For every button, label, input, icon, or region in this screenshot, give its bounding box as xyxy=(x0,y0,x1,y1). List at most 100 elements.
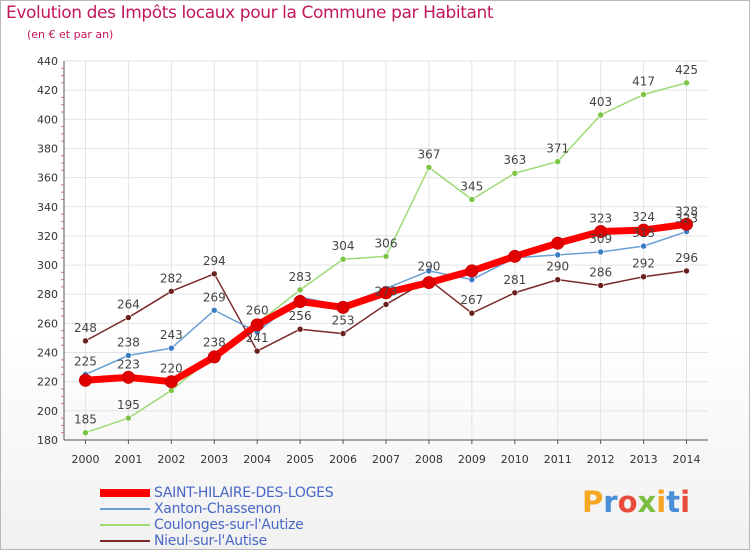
data-point xyxy=(597,111,604,119)
x-tick-label: 2009 xyxy=(458,453,486,466)
data-label: 296 xyxy=(675,251,698,265)
data-label: 185 xyxy=(74,413,97,427)
data-point xyxy=(125,352,132,359)
data-label: 417 xyxy=(632,75,655,89)
data-point xyxy=(425,164,433,171)
logo-letter: x xyxy=(637,485,657,519)
data-point xyxy=(82,337,89,345)
legend-swatch xyxy=(100,508,150,510)
legend-swatch xyxy=(100,540,150,542)
y-tick-label: 380 xyxy=(37,142,58,155)
chart-subtitle: (en € et par an) xyxy=(27,28,114,41)
data-point xyxy=(425,267,433,275)
data-point xyxy=(554,251,562,259)
data-point xyxy=(382,301,390,308)
x-tick-label: 2005 xyxy=(286,453,314,466)
data-point xyxy=(683,267,690,275)
x-tick-label: 2011 xyxy=(544,453,572,466)
data-point xyxy=(511,289,519,297)
data-point xyxy=(468,196,476,203)
data-point xyxy=(168,387,175,394)
x-tick-label: 2007 xyxy=(372,453,400,466)
data-label: 403 xyxy=(589,95,612,109)
data-point xyxy=(640,242,647,250)
data-point xyxy=(339,330,347,337)
data-label: 267 xyxy=(460,293,483,307)
x-tick-label: 2003 xyxy=(200,453,228,466)
data-point xyxy=(468,276,476,283)
data-label: 256 xyxy=(289,309,312,323)
data-point xyxy=(296,325,304,333)
logo-letter: o xyxy=(617,485,638,519)
data-label: 195 xyxy=(117,398,140,412)
data-label: 371 xyxy=(546,142,569,156)
data-label: 253 xyxy=(332,314,355,328)
data-label: 313 xyxy=(632,226,655,240)
data-point xyxy=(554,158,562,165)
data-label: 363 xyxy=(503,153,526,167)
y-tick-label: 340 xyxy=(37,201,58,214)
data-label: 220 xyxy=(160,362,183,376)
y-tick-label: 440 xyxy=(37,55,58,68)
data-label: 345 xyxy=(460,179,483,193)
data-point xyxy=(164,375,178,389)
x-tick-label: 2013 xyxy=(630,453,658,466)
y-tick-label: 200 xyxy=(37,405,58,418)
data-point xyxy=(468,309,476,317)
x-tick-label: 2001 xyxy=(114,453,142,466)
y-tick-label: 420 xyxy=(37,84,58,97)
legend-item-nieul: Nieul-sur-l'Autise xyxy=(100,533,430,549)
data-label: 309 xyxy=(589,232,612,246)
logo-letter: i xyxy=(680,485,691,519)
y-tick-label: 320 xyxy=(37,230,58,243)
y-tick-label: 280 xyxy=(37,288,58,301)
legend-label: Xanton-Chassenon xyxy=(154,501,281,517)
data-point xyxy=(465,264,479,278)
data-label: 238 xyxy=(117,335,140,349)
data-label: 241 xyxy=(246,331,269,345)
data-point xyxy=(554,276,562,283)
data-label: 323 xyxy=(675,212,698,226)
data-label: 248 xyxy=(74,321,97,335)
legend-swatch xyxy=(100,524,150,526)
data-point xyxy=(422,276,436,290)
chart-title: Evolution des Impôts locaux pour la Comm… xyxy=(6,3,494,23)
data-point xyxy=(207,350,221,364)
data-point xyxy=(597,248,604,256)
data-point xyxy=(250,318,264,332)
x-tick-label: 2010 xyxy=(501,453,529,466)
data-label: 328 xyxy=(675,204,698,218)
data-point xyxy=(296,286,304,294)
logo-letter: i xyxy=(656,485,667,519)
data-point xyxy=(82,429,89,437)
data-label: 304 xyxy=(332,239,355,253)
proxiti-logo: Proxiti xyxy=(582,485,690,519)
x-tick-label: 2002 xyxy=(157,453,185,466)
data-label: 264 xyxy=(117,298,140,312)
data-label: 260 xyxy=(246,303,269,317)
data-point xyxy=(121,370,135,384)
data-label: 243 xyxy=(160,328,183,342)
data-label: 225 xyxy=(74,354,97,368)
data-point xyxy=(551,236,565,250)
x-tick-label: 2012 xyxy=(587,453,615,466)
data-point xyxy=(78,373,92,387)
data-label: 294 xyxy=(203,254,226,268)
y-tick-label: 300 xyxy=(37,259,58,272)
data-point xyxy=(125,314,132,321)
y-tick-label: 260 xyxy=(37,317,58,330)
data-point xyxy=(382,253,390,260)
legend-label: Nieul-sur-l'Autise xyxy=(154,533,267,549)
data-point xyxy=(508,249,522,263)
data-point xyxy=(339,255,347,263)
data-label: 367 xyxy=(417,147,440,161)
data-label: 223 xyxy=(117,357,140,371)
data-point xyxy=(210,270,218,278)
y-tick-label: 180 xyxy=(37,434,58,447)
data-point xyxy=(597,282,604,289)
data-label: 283 xyxy=(289,270,312,284)
data-point xyxy=(594,225,608,239)
y-tick-label: 400 xyxy=(37,113,58,126)
data-point xyxy=(253,347,261,355)
